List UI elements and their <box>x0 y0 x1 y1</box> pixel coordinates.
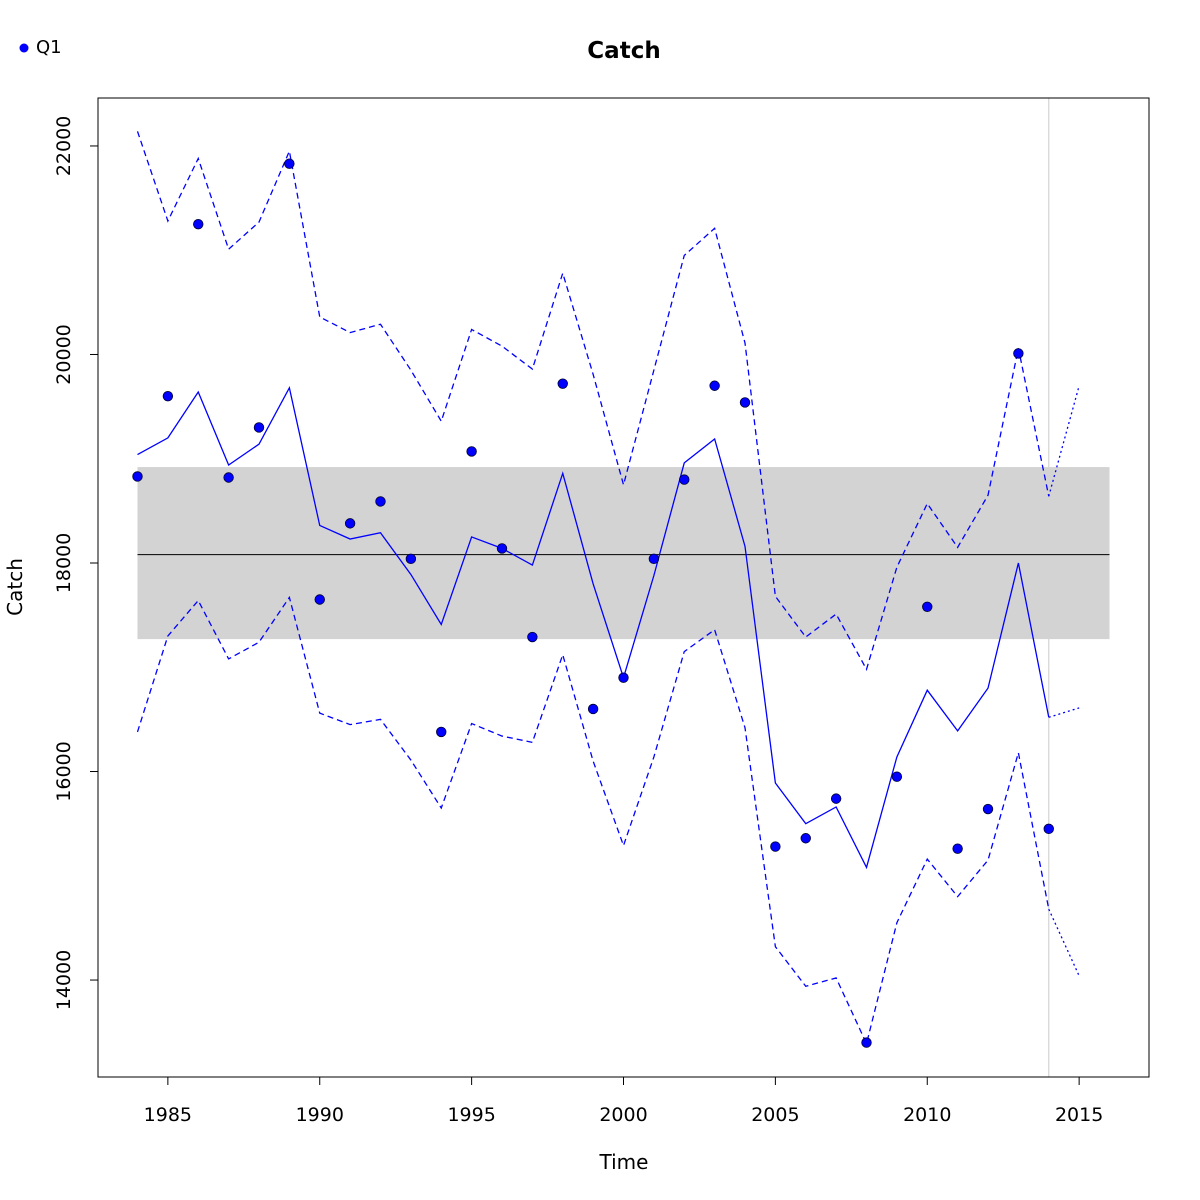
forecast-lower-series <box>1048 908 1080 977</box>
data-point <box>344 518 356 529</box>
y-tick-label: 18000 <box>53 533 75 593</box>
data-point <box>618 672 629 683</box>
y-axis: 14000 16000 18000 20000 22000 <box>53 116 99 1010</box>
data-point <box>223 472 234 483</box>
data-point <box>466 446 477 457</box>
fitted-line-series <box>137 385 1050 870</box>
chart-title: Catch <box>587 38 660 64</box>
y-tick-label: 22000 <box>53 116 75 176</box>
data-point <box>770 841 781 852</box>
series-lines-layer <box>136 131 1080 1046</box>
data-point <box>496 543 508 554</box>
x-tick-label: 1995 <box>447 1104 495 1126</box>
data-point <box>587 703 599 715</box>
data-point <box>375 496 386 507</box>
confidence-band <box>137 467 1110 640</box>
x-tick-label: 2005 <box>751 1104 799 1126</box>
upper-bound-series <box>136 131 1050 672</box>
x-tick-label: 1985 <box>144 1104 192 1126</box>
x-tick-label: 2010 <box>903 1104 951 1126</box>
x-axis: 1985 1990 1995 2000 2005 2010 2015 <box>144 1076 1103 1126</box>
data-point <box>162 390 174 402</box>
data-point <box>314 594 325 605</box>
legend-label-q1: Q1 <box>36 37 62 58</box>
data-point <box>679 474 690 485</box>
data-point <box>952 843 963 854</box>
data-point <box>405 553 417 565</box>
legend: Q1 <box>19 37 62 58</box>
y-tick-label: 14000 <box>53 950 75 1010</box>
y-tick-label: 16000 <box>53 741 75 801</box>
data-point <box>193 218 204 230</box>
forecast-upper-series <box>1048 385 1080 497</box>
data-point <box>527 631 538 643</box>
data-point <box>132 471 143 482</box>
data-point <box>648 553 660 565</box>
x-axis-label: Time <box>599 1150 649 1174</box>
reference-lines-layer <box>137 98 1110 1077</box>
data-point <box>284 158 295 169</box>
forecast-line-series <box>1048 707 1080 718</box>
data-point <box>557 378 568 389</box>
data-point <box>861 1037 872 1048</box>
x-tick-label: 2015 <box>1055 1104 1103 1126</box>
y-axis-label: Catch <box>3 558 27 616</box>
data-point <box>891 771 903 782</box>
confidence-band-layer <box>137 467 1110 640</box>
x-tick-label: 1990 <box>296 1104 344 1126</box>
x-tick-label: 2000 <box>599 1104 647 1126</box>
data-point <box>982 803 994 815</box>
data-point <box>922 601 933 612</box>
data-point <box>1013 348 1024 359</box>
data-point <box>436 726 447 738</box>
lower-bound-series <box>136 595 1050 1046</box>
data-point <box>253 422 265 433</box>
data-point <box>830 793 842 804</box>
data-point <box>739 397 751 408</box>
data-point <box>800 833 811 844</box>
data-point <box>709 380 720 391</box>
data-point <box>1043 823 1054 835</box>
data-points-layer <box>132 158 1054 1048</box>
legend-marker-q1 <box>19 43 29 53</box>
y-tick-label: 20000 <box>53 324 75 384</box>
